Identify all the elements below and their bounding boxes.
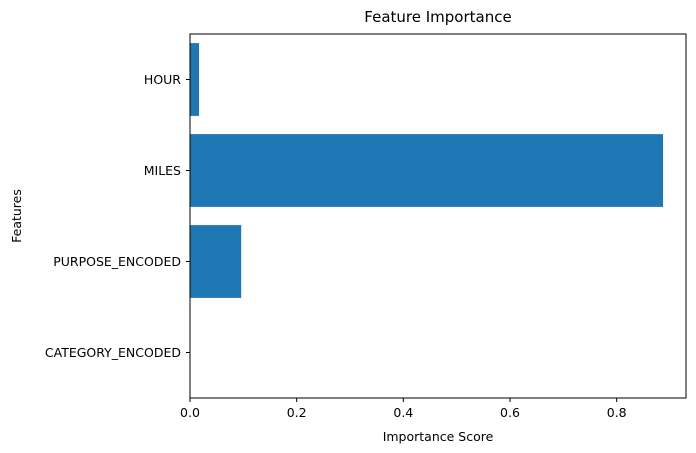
y-tick-label: CATEGORY_ENCODED [45,345,181,360]
bars-group [190,43,664,298]
chart-title: Feature Importance [364,8,511,26]
x-ticks-group: 0.0 0.2 0.4 0.6 0.8 [180,398,627,420]
x-tick-label: 0.0 [180,405,200,420]
bar-hour [190,43,200,116]
x-tick-label: 0.4 [393,405,413,420]
y-axis-label: Features [9,189,24,243]
x-tick-label: 0.2 [287,405,307,420]
bar-purpose-encoded [190,225,242,298]
y-tick-label: HOUR [144,72,181,87]
x-tick-label: 0.6 [500,405,520,420]
plot-frame [189,33,687,399]
y-tick-label: PURPOSE_ENCODED [53,254,181,269]
x-tick-label: 0.8 [607,405,627,420]
bar-miles [190,134,664,207]
y-ticks-group: CATEGORY_ENCODED PURPOSE_ENCODED MILES HOUR [45,72,190,360]
x-axis-label: Importance Score [383,429,494,444]
y-tick-label: MILES [144,163,181,178]
